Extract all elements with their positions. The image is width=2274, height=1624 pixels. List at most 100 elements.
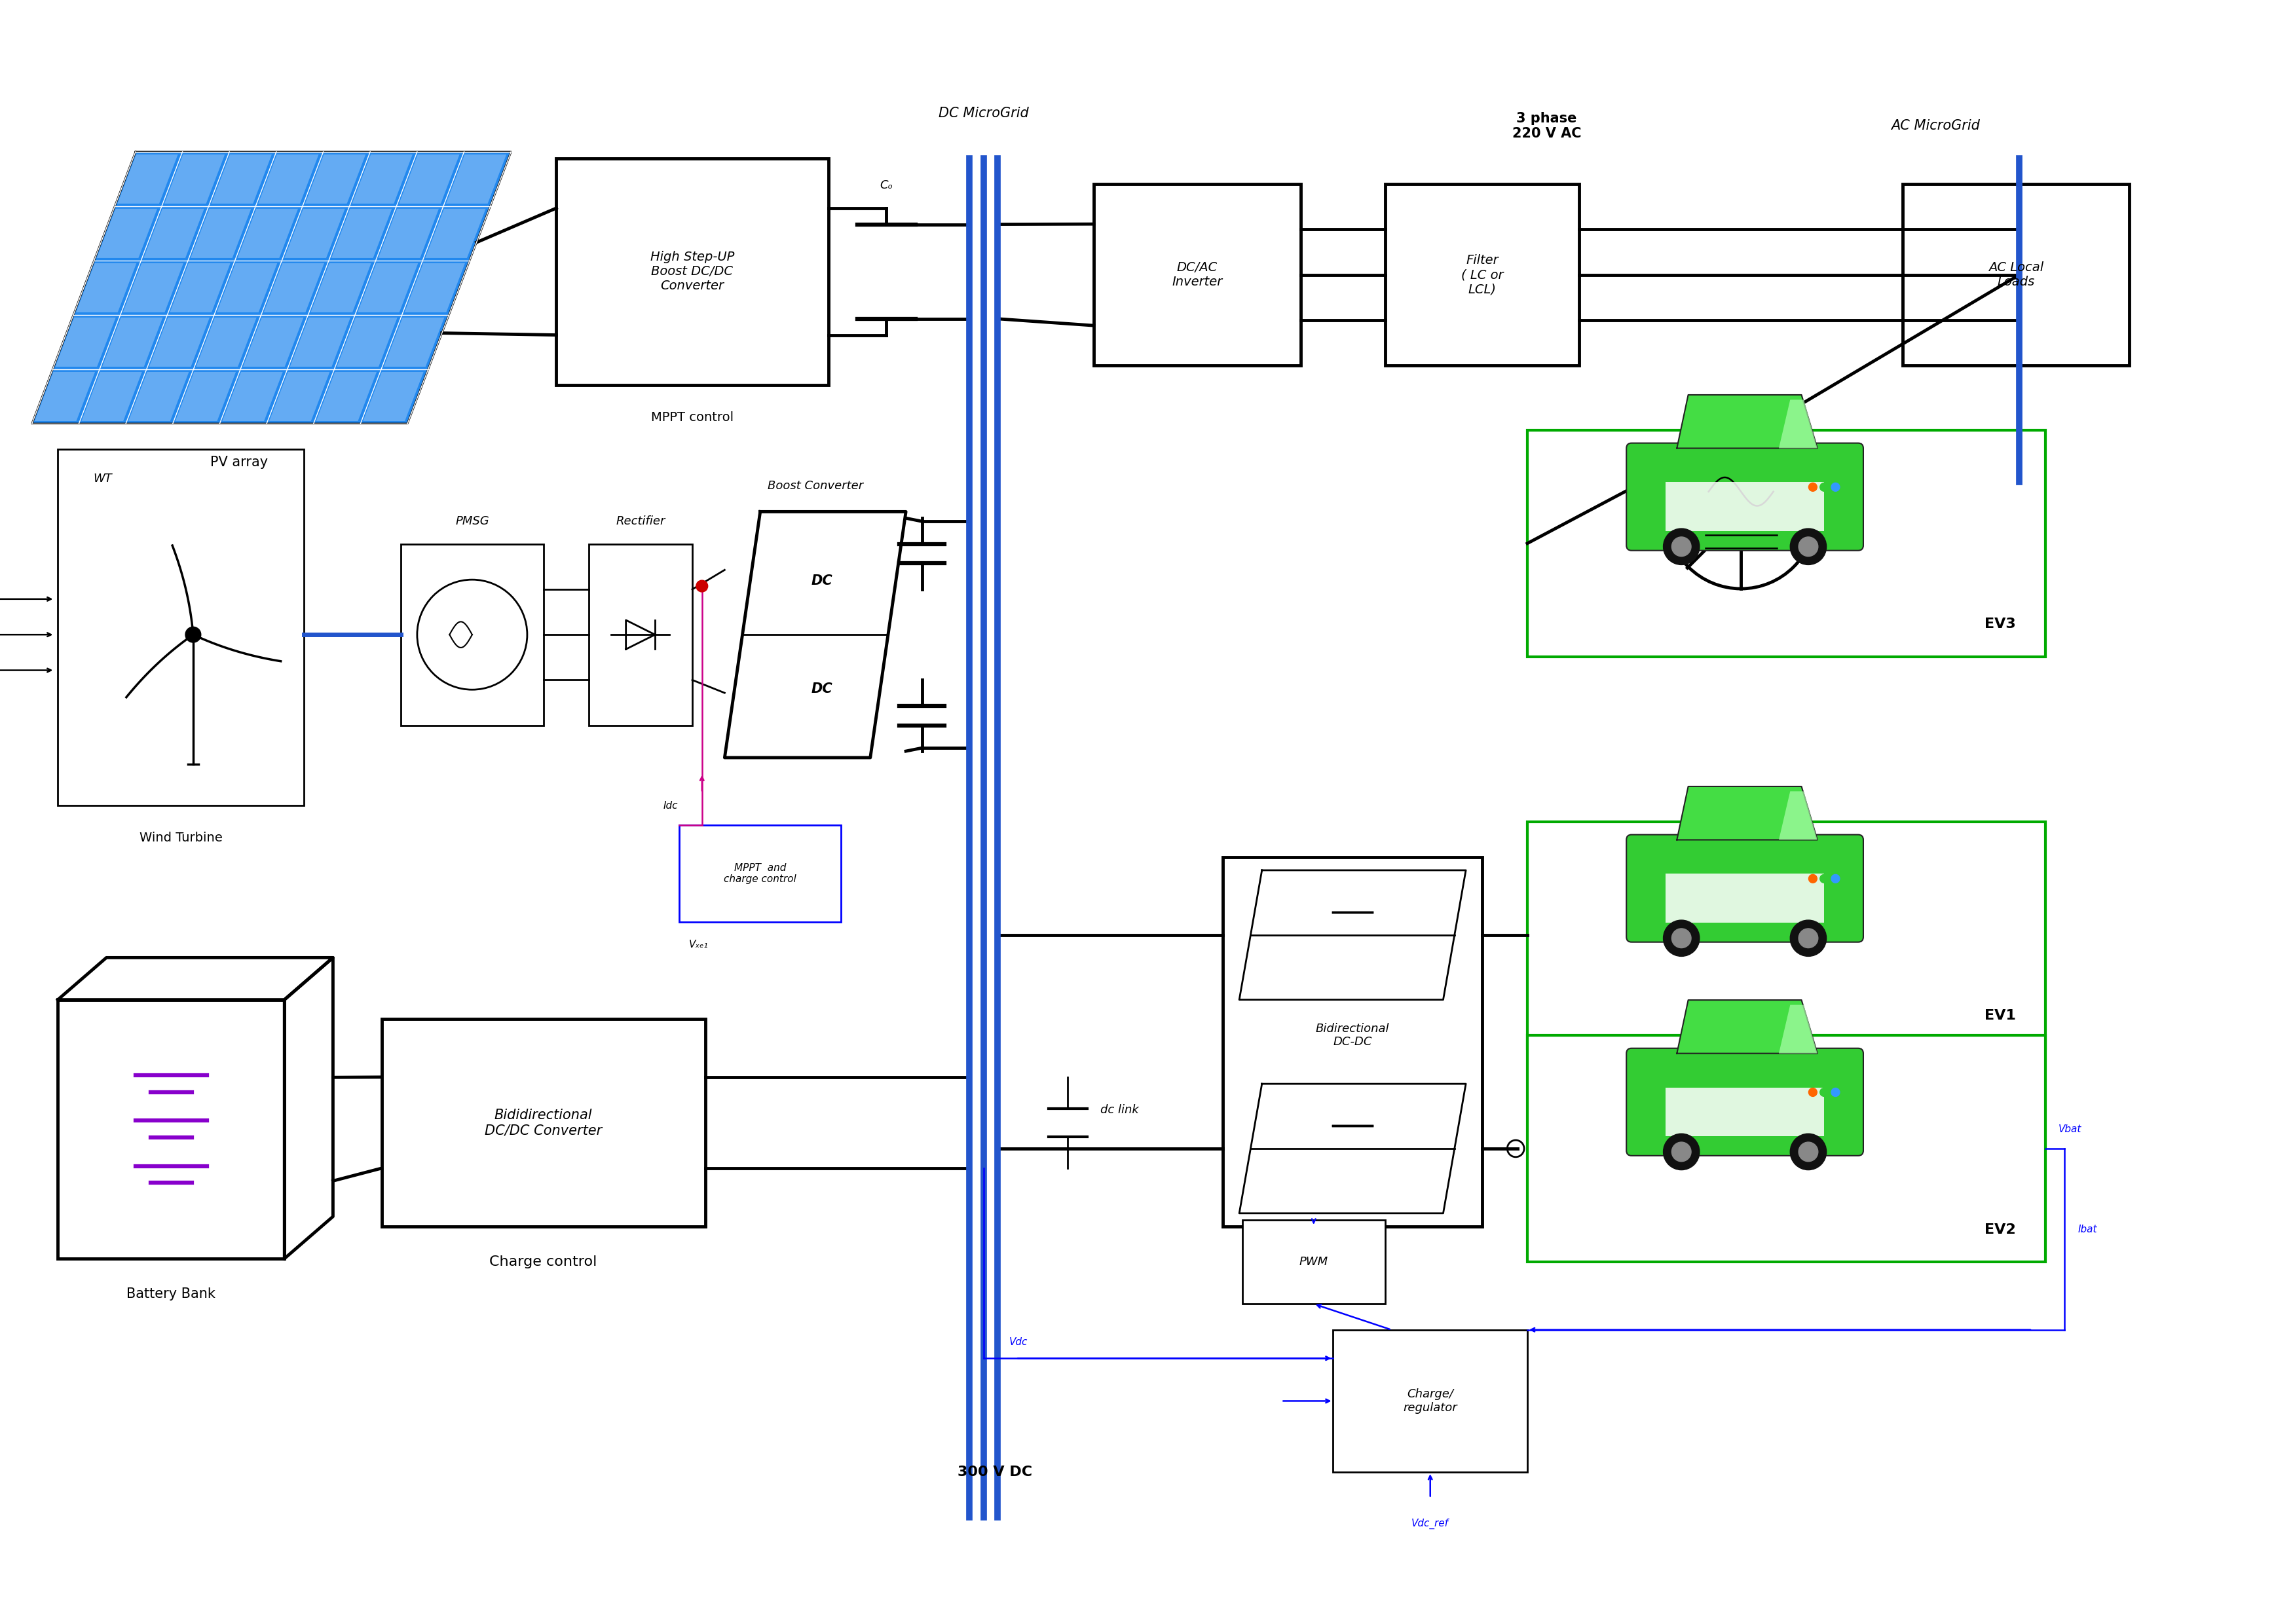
Text: 300 V DC: 300 V DC	[957, 1465, 1032, 1479]
Text: Vbat: Vbat	[2058, 1124, 2081, 1134]
FancyBboxPatch shape	[680, 825, 841, 922]
Polygon shape	[34, 372, 96, 421]
FancyBboxPatch shape	[1333, 1330, 1526, 1473]
Text: AC MicroGrid: AC MicroGrid	[1890, 120, 1978, 133]
Polygon shape	[1676, 1000, 1817, 1054]
Polygon shape	[364, 372, 423, 421]
Polygon shape	[223, 372, 282, 421]
Circle shape	[1671, 1142, 1690, 1161]
Text: MPPT control: MPPT control	[650, 411, 732, 424]
Circle shape	[1671, 929, 1690, 948]
Polygon shape	[55, 318, 116, 367]
Polygon shape	[32, 151, 512, 424]
FancyBboxPatch shape	[1903, 184, 2128, 365]
FancyBboxPatch shape	[1526, 430, 2044, 656]
Text: Vₓₑ₁: Vₓₑ₁	[689, 940, 707, 950]
Circle shape	[1819, 874, 1828, 883]
Text: PMSG: PMSG	[455, 515, 489, 528]
Polygon shape	[216, 263, 277, 312]
Polygon shape	[425, 209, 487, 258]
FancyBboxPatch shape	[1626, 443, 1862, 551]
Polygon shape	[123, 263, 184, 312]
Text: Ibat: Ibat	[2076, 1224, 2097, 1234]
Polygon shape	[316, 372, 377, 421]
Polygon shape	[312, 263, 371, 312]
Polygon shape	[377, 209, 439, 258]
Text: Bidirectional
DC-DC: Bidirectional DC-DC	[1314, 1023, 1389, 1047]
Polygon shape	[98, 209, 157, 258]
Polygon shape	[446, 154, 507, 203]
FancyBboxPatch shape	[1223, 857, 1483, 1226]
Polygon shape	[82, 372, 141, 421]
Text: DC/AC
Inverter: DC/AC Inverter	[1171, 261, 1221, 287]
Polygon shape	[1778, 791, 1817, 840]
Polygon shape	[75, 263, 136, 312]
FancyBboxPatch shape	[1626, 835, 1862, 942]
Polygon shape	[337, 318, 398, 367]
Text: DC MicroGrid: DC MicroGrid	[939, 107, 1028, 120]
Circle shape	[1831, 482, 1840, 492]
Polygon shape	[289, 318, 350, 367]
FancyBboxPatch shape	[1665, 874, 1824, 922]
Polygon shape	[211, 154, 271, 203]
Text: Idc: Idc	[664, 801, 678, 810]
FancyBboxPatch shape	[1385, 184, 1578, 365]
Text: EV3: EV3	[1983, 617, 2015, 630]
Circle shape	[1671, 538, 1690, 557]
Polygon shape	[150, 318, 209, 367]
Text: Wind Turbine: Wind Turbine	[139, 831, 223, 844]
Text: Vdc_ref: Vdc_ref	[1412, 1518, 1449, 1530]
Circle shape	[184, 627, 200, 643]
Text: Filter
( LC or
LCL): Filter ( LC or LCL)	[1460, 255, 1503, 296]
Text: High Step-UP
Boost DC/DC
Converter: High Step-UP Boost DC/DC Converter	[650, 252, 735, 292]
FancyBboxPatch shape	[1094, 184, 1301, 365]
Polygon shape	[171, 263, 230, 312]
Polygon shape	[1778, 400, 1817, 448]
Circle shape	[1662, 921, 1699, 957]
Polygon shape	[1239, 870, 1464, 1000]
Circle shape	[1790, 528, 1826, 565]
Polygon shape	[725, 512, 905, 758]
Text: DC: DC	[812, 682, 832, 695]
Polygon shape	[57, 958, 332, 1000]
Circle shape	[1808, 1088, 1817, 1096]
FancyBboxPatch shape	[589, 544, 691, 726]
Polygon shape	[357, 263, 418, 312]
Text: dc link: dc link	[1101, 1104, 1139, 1116]
Polygon shape	[164, 154, 225, 203]
Circle shape	[696, 580, 707, 591]
Polygon shape	[268, 372, 330, 421]
Polygon shape	[398, 154, 459, 203]
Polygon shape	[236, 209, 298, 258]
FancyBboxPatch shape	[557, 158, 828, 385]
Polygon shape	[243, 318, 302, 367]
Circle shape	[1799, 538, 1817, 557]
Text: PWM: PWM	[1298, 1255, 1328, 1268]
Text: MPPT  and
charge control: MPPT and charge control	[723, 862, 796, 883]
Circle shape	[1790, 921, 1826, 957]
Text: Charge/
regulator: Charge/ regulator	[1403, 1389, 1458, 1415]
Circle shape	[1808, 874, 1817, 883]
Polygon shape	[143, 209, 205, 258]
Polygon shape	[118, 154, 177, 203]
FancyBboxPatch shape	[1665, 482, 1824, 531]
Polygon shape	[175, 372, 236, 421]
Text: Battery Bank: Battery Bank	[127, 1288, 216, 1301]
Text: Boost Converter: Boost Converter	[766, 481, 862, 492]
Circle shape	[1662, 528, 1699, 565]
FancyBboxPatch shape	[57, 450, 305, 806]
Polygon shape	[127, 372, 189, 421]
Circle shape	[1819, 482, 1828, 492]
Text: AC Local
Loads: AC Local Loads	[1987, 261, 2042, 287]
FancyBboxPatch shape	[1242, 1220, 1385, 1304]
Circle shape	[1808, 482, 1817, 492]
Text: 3 phase
220 V AC: 3 phase 220 V AC	[1512, 112, 1580, 140]
Circle shape	[1831, 1088, 1840, 1096]
FancyBboxPatch shape	[1665, 1088, 1824, 1135]
FancyBboxPatch shape	[1526, 822, 2044, 1047]
Circle shape	[1790, 1134, 1826, 1169]
Text: Charge control: Charge control	[489, 1255, 598, 1268]
FancyBboxPatch shape	[57, 1000, 284, 1259]
Polygon shape	[1778, 1005, 1817, 1054]
Polygon shape	[352, 154, 412, 203]
